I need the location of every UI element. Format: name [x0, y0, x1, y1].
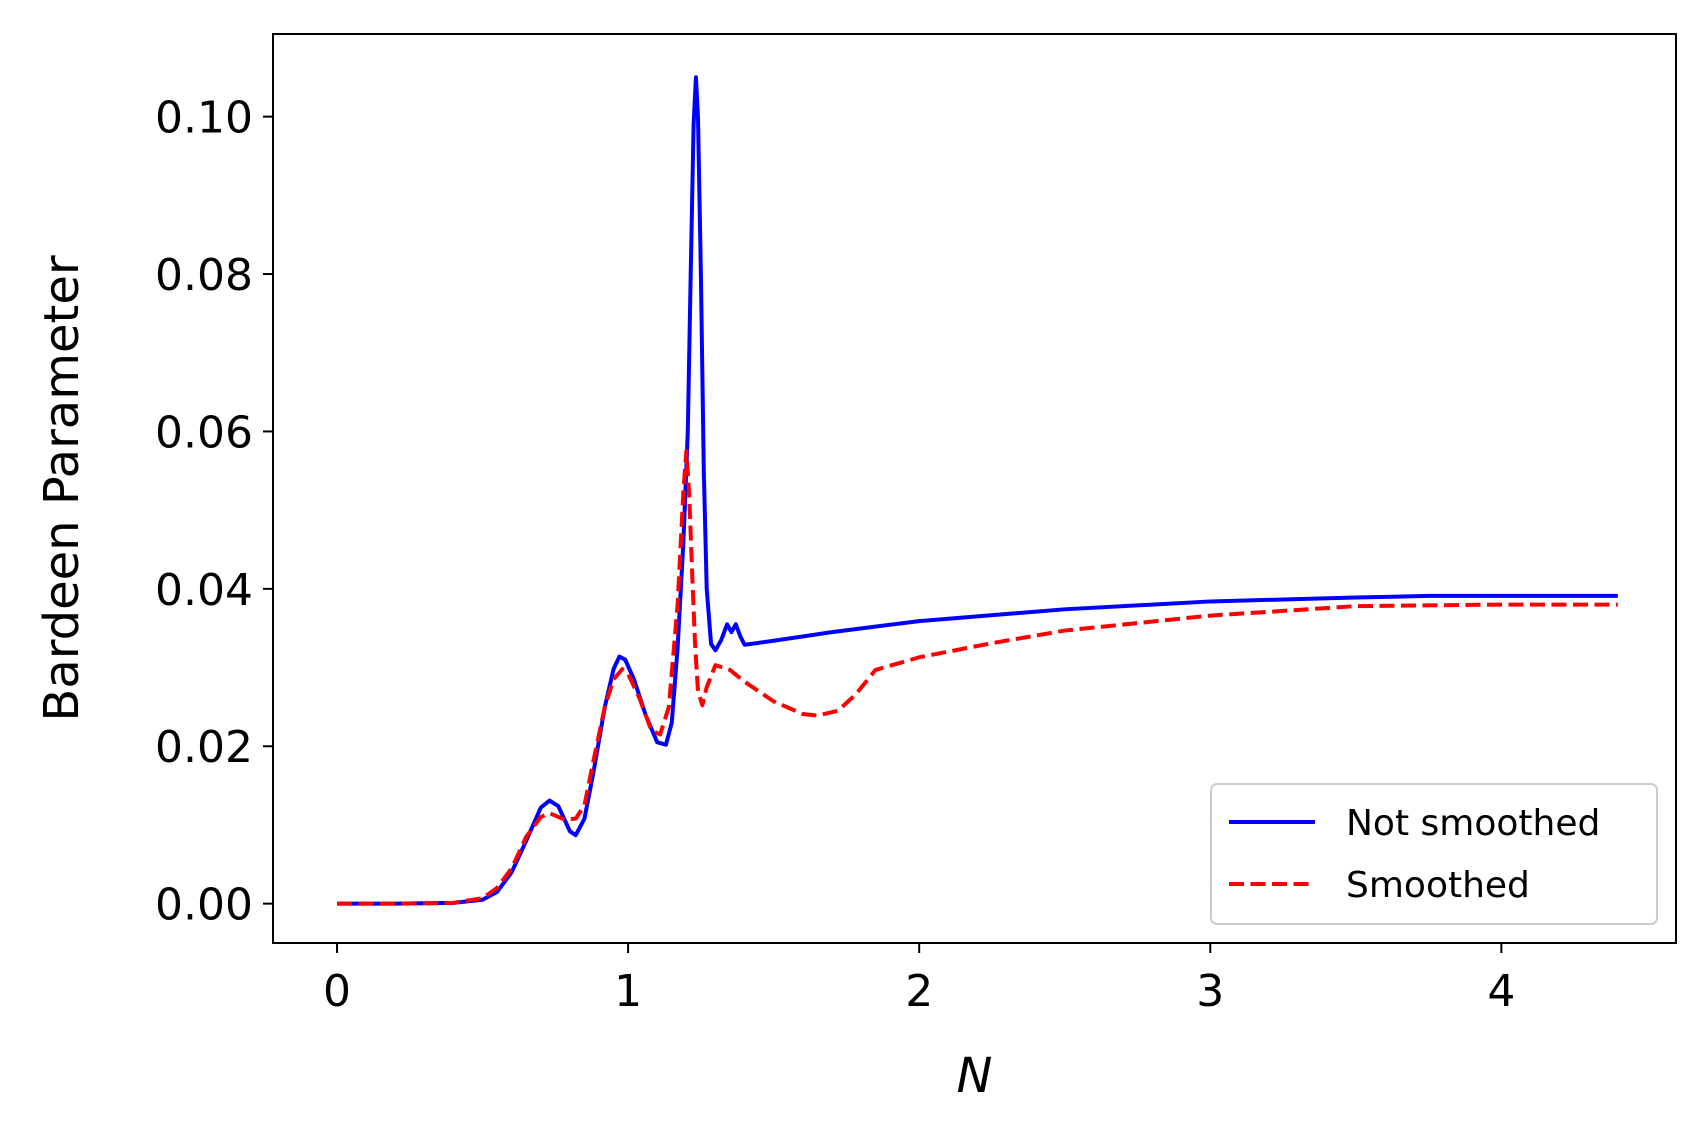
y-tick-label: 0.00 [155, 880, 253, 931]
series-layer [337, 75, 1618, 906]
axes-frame [272, 33, 1677, 944]
y-tick-label: 0.04 [155, 565, 253, 616]
y-axis-ticks: 0.00 0.02 0.04 0.06 0.08 0.10 [155, 93, 273, 931]
legend-label: Not smoothed [1346, 803, 1600, 844]
x-tick-label: 0 [323, 966, 351, 1017]
series-line-not-smoothed [337, 75, 1618, 906]
y-tick-label: 0.06 [155, 407, 253, 458]
legend: Not smoothed Smoothed [1210, 783, 1658, 925]
legend-box [1210, 783, 1658, 925]
y-tick-label: 0.10 [155, 93, 253, 144]
y-tick-label: 0.08 [155, 250, 253, 301]
x-tick-label: 4 [1487, 966, 1515, 1017]
x-axis-ticks: 0 1 2 3 4 [323, 943, 1515, 1017]
series-line-smoothed [337, 449, 1618, 906]
plot-area [272, 33, 1677, 944]
x-tick-label: 1 [614, 966, 642, 1017]
x-tick-label: 2 [905, 966, 933, 1017]
x-tick-label: 3 [1196, 966, 1224, 1017]
y-axis-label: Bardeen Parameter [34, 255, 90, 721]
legend-label: Smoothed [1346, 865, 1530, 906]
y-tick-label: 0.02 [155, 722, 253, 773]
x-axis-label: N [957, 1048, 993, 1104]
